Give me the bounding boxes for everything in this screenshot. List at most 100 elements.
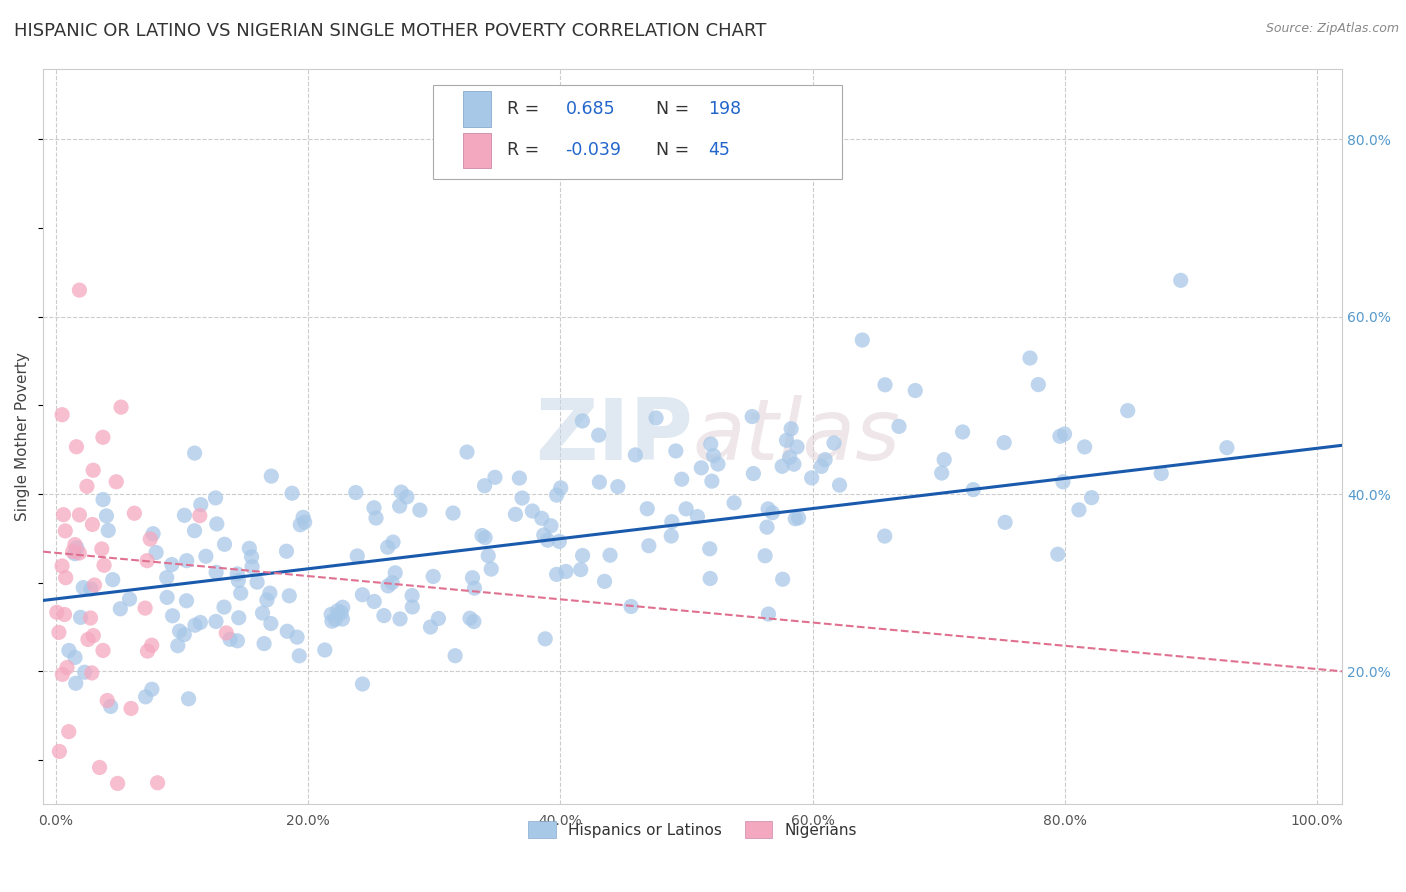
Point bbox=[770, 459, 793, 474]
Point bbox=[548, 534, 571, 549]
Point bbox=[851, 333, 873, 347]
Point bbox=[219, 632, 242, 647]
Point bbox=[363, 594, 385, 608]
Point bbox=[787, 511, 810, 525]
Point bbox=[702, 449, 724, 463]
Point bbox=[139, 532, 162, 546]
Point bbox=[377, 579, 399, 593]
Point bbox=[91, 643, 114, 657]
Point bbox=[205, 566, 228, 580]
Point bbox=[183, 446, 205, 460]
Point bbox=[62, 544, 84, 558]
Point bbox=[183, 524, 205, 538]
Point bbox=[530, 511, 553, 525]
Point bbox=[741, 409, 763, 424]
Point bbox=[707, 457, 730, 471]
Point bbox=[67, 546, 90, 560]
Point bbox=[344, 485, 367, 500]
Point bbox=[690, 460, 713, 475]
Point bbox=[212, 600, 235, 615]
Point bbox=[571, 414, 593, 428]
Point bbox=[82, 463, 104, 477]
Point bbox=[700, 474, 723, 488]
Point bbox=[82, 629, 104, 643]
Point bbox=[118, 592, 141, 607]
Point bbox=[134, 601, 156, 615]
Text: 198: 198 bbox=[709, 100, 741, 118]
Point bbox=[599, 548, 621, 562]
Point bbox=[246, 575, 269, 590]
Point bbox=[146, 776, 169, 790]
Point bbox=[83, 578, 105, 592]
Point bbox=[97, 524, 120, 538]
Point bbox=[873, 377, 896, 392]
Point bbox=[51, 408, 73, 422]
Point bbox=[256, 593, 278, 607]
Point bbox=[1053, 427, 1076, 442]
Point bbox=[110, 602, 132, 616]
Point bbox=[477, 549, 499, 563]
Point bbox=[389, 612, 412, 626]
Point bbox=[63, 547, 86, 561]
Point bbox=[96, 693, 118, 707]
Point bbox=[637, 539, 659, 553]
Point bbox=[285, 630, 308, 644]
Point bbox=[346, 549, 368, 563]
Point bbox=[993, 435, 1015, 450]
Point bbox=[427, 611, 450, 625]
Point bbox=[364, 511, 387, 525]
Point bbox=[204, 491, 226, 505]
Point bbox=[288, 648, 311, 663]
Point bbox=[593, 574, 616, 589]
Point bbox=[260, 616, 283, 631]
Point bbox=[419, 620, 441, 634]
Point bbox=[904, 384, 927, 398]
Point bbox=[1067, 503, 1090, 517]
Text: ZIP: ZIP bbox=[534, 395, 693, 478]
Point bbox=[100, 699, 122, 714]
Point bbox=[540, 518, 562, 533]
Point bbox=[1073, 440, 1095, 454]
Point bbox=[624, 448, 647, 462]
Point bbox=[124, 506, 146, 520]
Point bbox=[522, 504, 544, 518]
Legend: Hispanics or Latinos, Nigerians: Hispanics or Latinos, Nigerians bbox=[522, 814, 863, 845]
Point bbox=[238, 541, 260, 556]
Point bbox=[145, 545, 167, 559]
Point bbox=[173, 508, 195, 523]
Point bbox=[184, 618, 207, 632]
Point bbox=[537, 533, 560, 548]
Point bbox=[785, 512, 807, 526]
Point bbox=[934, 452, 956, 467]
Point bbox=[214, 537, 236, 551]
Point bbox=[779, 450, 801, 465]
Point bbox=[1026, 377, 1049, 392]
Point bbox=[240, 559, 263, 574]
Point bbox=[90, 541, 112, 556]
Point bbox=[294, 515, 316, 529]
Point bbox=[141, 682, 163, 697]
Point bbox=[661, 515, 683, 529]
FancyBboxPatch shape bbox=[433, 85, 842, 179]
Point bbox=[89, 760, 111, 774]
Point bbox=[569, 563, 592, 577]
Point bbox=[471, 528, 494, 542]
Point bbox=[55, 571, 77, 585]
Point bbox=[823, 436, 845, 450]
Point bbox=[588, 428, 610, 442]
Point bbox=[458, 611, 481, 625]
Point bbox=[79, 611, 101, 625]
Point bbox=[63, 538, 86, 552]
Point bbox=[136, 554, 159, 568]
Point bbox=[873, 529, 896, 543]
Point bbox=[1052, 475, 1074, 489]
Point bbox=[484, 470, 506, 484]
Point bbox=[177, 691, 200, 706]
Point bbox=[534, 632, 557, 646]
Point bbox=[814, 452, 837, 467]
Point bbox=[377, 540, 399, 554]
Point bbox=[1046, 547, 1069, 561]
Point bbox=[156, 570, 179, 584]
Point bbox=[373, 608, 395, 623]
Point bbox=[228, 611, 250, 625]
